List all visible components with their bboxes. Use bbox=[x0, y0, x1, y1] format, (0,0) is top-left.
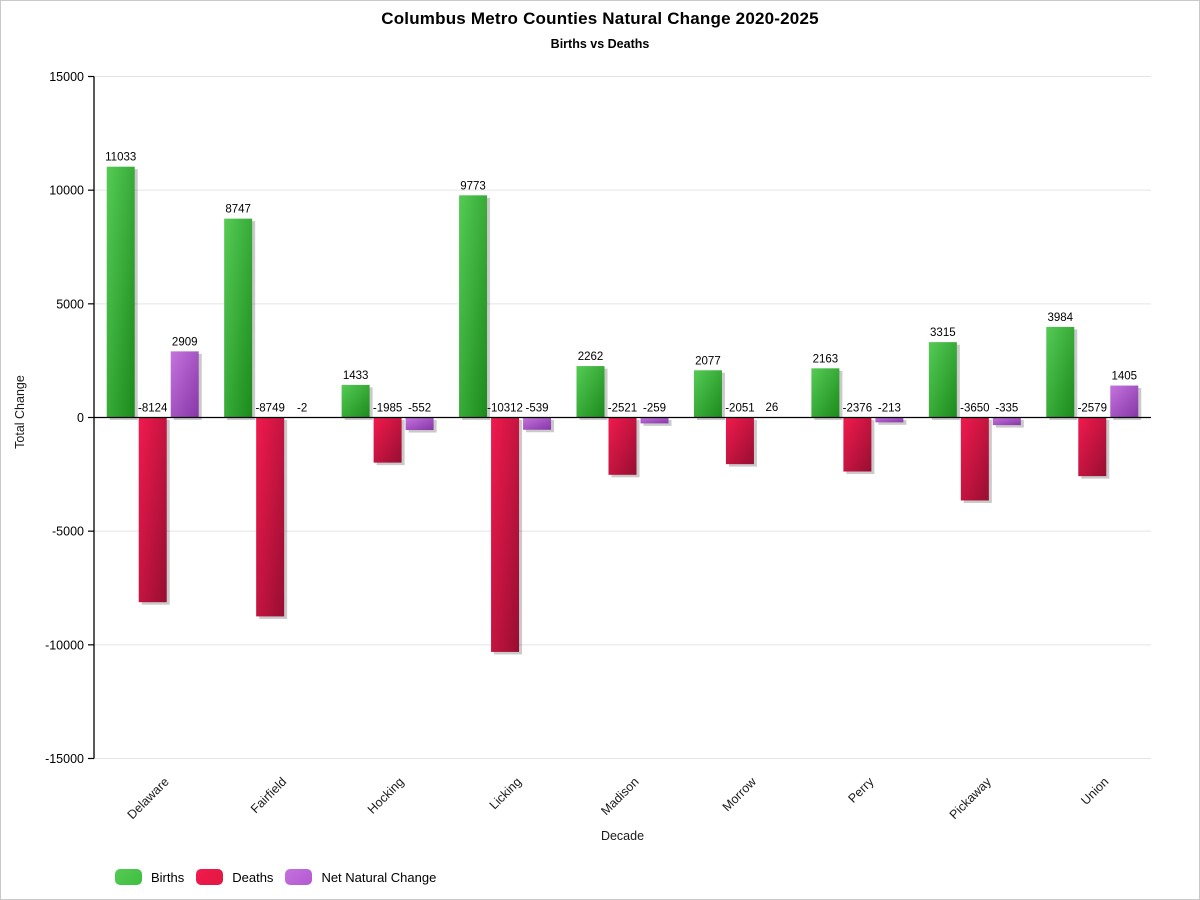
x-tick-label: Union bbox=[1078, 775, 1111, 808]
y-tick-label: -5000 bbox=[52, 525, 84, 539]
value-label: 2163 bbox=[813, 353, 839, 365]
value-label: -8124 bbox=[138, 403, 168, 415]
legend-label: Births bbox=[151, 869, 185, 885]
value-label: -2 bbox=[297, 403, 307, 415]
legend-item-births: Births bbox=[115, 869, 184, 885]
value-label: -3650 bbox=[960, 403, 989, 415]
bar-net-natural-change-madison bbox=[640, 417, 669, 424]
net-natural-change-swatch-icon bbox=[285, 869, 313, 885]
legend: Births Deaths Net Natural Change bbox=[115, 869, 436, 885]
value-label: -335 bbox=[995, 403, 1018, 415]
value-label: -259 bbox=[643, 403, 666, 415]
bar-deaths-delaware bbox=[138, 417, 167, 603]
x-tick-label: Pickaway bbox=[947, 774, 995, 822]
value-label: 2909 bbox=[172, 336, 198, 348]
value-label: -2579 bbox=[1078, 403, 1107, 415]
value-label: 1405 bbox=[1111, 371, 1137, 383]
value-label: -8749 bbox=[255, 403, 284, 415]
bar-net-natural-change-pickaway bbox=[992, 417, 1021, 426]
x-tick-label: Hocking bbox=[365, 775, 407, 817]
y-tick-label: 5000 bbox=[56, 297, 84, 311]
y-tick-label: -15000 bbox=[45, 752, 84, 766]
bar-deaths-union bbox=[1078, 417, 1107, 477]
value-label: 2262 bbox=[578, 351, 604, 363]
bar-births-delaware bbox=[106, 166, 135, 418]
bar-net-natural-change-union bbox=[1110, 385, 1139, 418]
value-label: -10312 bbox=[487, 403, 523, 415]
legend-item-net-natural-change: Net Natural Change bbox=[285, 869, 436, 885]
y-tick-label: -10000 bbox=[45, 638, 84, 652]
bar-deaths-hocking bbox=[373, 417, 402, 463]
legend-item-deaths: Deaths bbox=[196, 869, 273, 885]
bar-births-perry bbox=[811, 368, 840, 418]
bar-births-morrow bbox=[693, 370, 722, 418]
y-tick-label: 15000 bbox=[49, 70, 84, 84]
value-label: 3984 bbox=[1047, 312, 1073, 324]
value-label: 9773 bbox=[460, 180, 486, 192]
bar-births-hocking bbox=[341, 384, 370, 418]
bar-net-natural-change-hocking bbox=[405, 417, 434, 431]
x-tick-label: Morrow bbox=[720, 774, 760, 814]
x-tick-label: Licking bbox=[487, 775, 524, 812]
value-label: -539 bbox=[526, 403, 549, 415]
value-label: 8747 bbox=[225, 204, 251, 216]
value-label: -2521 bbox=[608, 403, 637, 415]
value-label: 26 bbox=[766, 402, 779, 414]
x-tick-label: Delaware bbox=[125, 775, 172, 822]
legend-label: Net Natural Change bbox=[321, 869, 437, 885]
bar-net-natural-change-licking bbox=[523, 417, 552, 430]
value-label: 3315 bbox=[930, 327, 956, 339]
bar-births-union bbox=[1046, 326, 1075, 418]
bar-births-madison bbox=[576, 366, 605, 418]
legend-label: Deaths bbox=[232, 869, 274, 885]
chart-subtitle: Births vs Deaths bbox=[550, 37, 650, 51]
bar-deaths-fairfield bbox=[256, 417, 285, 617]
bar-deaths-licking bbox=[491, 417, 520, 652]
bar-shadow bbox=[878, 420, 907, 425]
value-label: -552 bbox=[408, 403, 431, 415]
bar-deaths-pickaway bbox=[960, 417, 989, 501]
value-label: -1985 bbox=[373, 403, 402, 415]
x-axis-title: Decade bbox=[600, 829, 645, 843]
bar-net-natural-change-delaware bbox=[170, 351, 199, 418]
y-tick-label: 0 bbox=[77, 411, 84, 425]
value-label: 11033 bbox=[105, 152, 136, 164]
value-label: -2051 bbox=[725, 403, 754, 415]
x-tick-label: Perry bbox=[845, 774, 877, 806]
y-tick-label: 10000 bbox=[49, 184, 84, 198]
bar-deaths-madison bbox=[608, 417, 637, 475]
bar-births-fairfield bbox=[224, 218, 253, 418]
bar-deaths-perry bbox=[843, 417, 872, 472]
value-label: 2077 bbox=[695, 355, 721, 367]
bar-births-pickaway bbox=[928, 342, 957, 418]
x-tick-label: Fairfield bbox=[248, 775, 289, 816]
bar-deaths-morrow bbox=[725, 417, 754, 465]
value-label: -213 bbox=[878, 403, 901, 415]
bar-net-natural-change-perry bbox=[875, 417, 904, 423]
deaths-swatch-icon bbox=[196, 869, 224, 885]
value-label: 1433 bbox=[343, 370, 369, 382]
bar-births-licking bbox=[459, 195, 488, 418]
value-label: -2376 bbox=[843, 403, 872, 415]
x-tick-label: Madison bbox=[598, 775, 641, 818]
y-axis-title: Total Change bbox=[13, 375, 27, 449]
chart-title: Columbus Metro Counties Natural Change 2… bbox=[381, 9, 819, 28]
births-swatch-icon bbox=[115, 869, 142, 885]
